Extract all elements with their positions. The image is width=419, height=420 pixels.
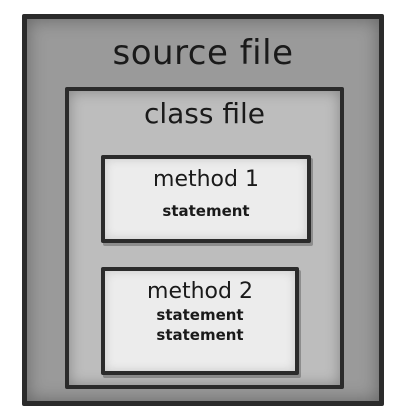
method-1-box: method 1 statement xyxy=(101,155,311,243)
method-2-statement-2: statement xyxy=(156,326,244,344)
method-1-title: method 1 xyxy=(153,167,259,192)
source-file-title: source file xyxy=(112,33,294,73)
method-2-box: method 2 statement statement xyxy=(101,267,299,375)
class-file-box: class file method 1 statement method 2 s… xyxy=(65,87,344,389)
source-file-box: source file class file method 1 statemen… xyxy=(22,14,384,406)
method-1-statement-1: statement xyxy=(162,202,250,220)
method-2-statement-1: statement xyxy=(156,306,244,324)
class-file-title: class file xyxy=(143,97,266,130)
method-2-title: method 2 xyxy=(147,279,253,304)
